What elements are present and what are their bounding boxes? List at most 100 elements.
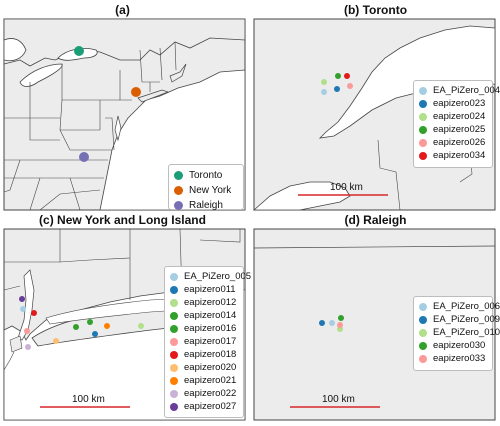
- legend-item: eapizero033: [419, 352, 486, 365]
- legend-label: eapizero034: [433, 150, 486, 161]
- sensor-ea-pizero-004: [321, 89, 327, 95]
- legend-item: EA_PiZero_006: [419, 300, 500, 313]
- legend-label: eapizero027: [184, 401, 237, 412]
- legend-swatch: [419, 151, 427, 160]
- sensor-ea-pizero-009: [319, 320, 325, 326]
- legend-swatch: [174, 186, 183, 195]
- legend-label: EA_PiZero_010: [433, 327, 500, 338]
- legend-swatch: [419, 112, 427, 121]
- legend-swatch: [170, 285, 178, 294]
- legend-item: Toronto: [174, 168, 237, 183]
- legend-item: New York: [174, 183, 237, 198]
- legend-label: eapizero017: [184, 336, 237, 347]
- panel-a-legend: Toronto New York Raleigh: [168, 164, 244, 213]
- legend-label: Toronto: [189, 170, 223, 181]
- legend-item: eapizero027: [170, 400, 237, 413]
- legend-swatch: [170, 363, 178, 372]
- panel-c-legend: EA_PiZero_005 eapizero011 eapizero012 ea…: [164, 266, 251, 418]
- legend-swatch: [419, 125, 427, 134]
- legend-swatch: [174, 201, 183, 210]
- legend-label: eapizero033: [433, 353, 486, 364]
- legend-item: eapizero026: [419, 136, 486, 149]
- city-marker-toronto: [74, 46, 84, 56]
- scale-bar-label: 100 km: [322, 394, 355, 405]
- sensor-eapizero034: [344, 73, 350, 79]
- sensor-eapizero025: [335, 73, 341, 79]
- sensor-eapizero033: [337, 322, 343, 328]
- legend-swatch: [419, 354, 427, 363]
- legend-swatch: [419, 138, 427, 147]
- legend-item: eapizero012: [170, 296, 237, 309]
- legend-swatch: [174, 171, 183, 180]
- city-marker-raleigh: [79, 152, 89, 162]
- sensor-eapizero014: [87, 319, 93, 325]
- scale-bar-label: 100 km: [330, 182, 363, 193]
- legend-item: eapizero011: [170, 283, 237, 296]
- legend-label: eapizero025: [433, 124, 486, 135]
- panel-b-legend: EA_PiZero_004 eapizero023 eapizero024 ea…: [413, 80, 500, 168]
- sensor-eapizero024: [321, 79, 327, 85]
- sensor-eapizero021: [104, 323, 110, 329]
- sensor-eapizero023: [334, 86, 340, 92]
- legend-item: eapizero016: [170, 322, 237, 335]
- sensor-eapizero017: [24, 328, 30, 334]
- legend-label: eapizero026: [433, 137, 486, 148]
- legend-item: eapizero034: [419, 149, 486, 162]
- legend-item: eapizero023: [419, 97, 486, 110]
- legend-item: Raleigh: [174, 198, 237, 213]
- legend-label: eapizero022: [184, 388, 237, 399]
- legend-label: New York: [189, 185, 232, 196]
- legend-label: eapizero023: [433, 98, 486, 109]
- legend-label: eapizero018: [184, 349, 237, 360]
- panel-d-title: (d) Raleigh: [344, 213, 407, 227]
- legend-item: eapizero017: [170, 335, 237, 348]
- legend-swatch: [170, 389, 178, 398]
- legend-item: EA_PiZero_009: [419, 313, 500, 326]
- panel-c-title: (c) New York and Long Island: [39, 213, 206, 227]
- legend-swatch: [170, 272, 178, 281]
- legend-label: EA_PiZero_009: [433, 314, 500, 325]
- legend-label: eapizero011: [184, 284, 236, 295]
- legend-label: eapizero021: [184, 375, 237, 386]
- legend-label: eapizero016: [184, 323, 237, 334]
- scale-bar-label: 100 km: [72, 394, 105, 405]
- legend-swatch: [170, 402, 178, 411]
- legend-item: EA_PiZero_005: [170, 270, 251, 283]
- sensor-ea-pizero-006: [329, 320, 335, 326]
- legend-swatch: [170, 337, 178, 346]
- legend-swatch: [419, 86, 427, 95]
- legend-label: EA_PiZero_006: [433, 301, 500, 312]
- legend-swatch: [419, 315, 427, 324]
- sensor-eapizero030: [338, 315, 344, 321]
- panel-b-title: (b) Toronto: [343, 3, 408, 17]
- legend-item: EA_PiZero_010: [419, 326, 500, 339]
- panel-d-legend: EA_PiZero_006 EA_PiZero_009 EA_PiZero_01…: [413, 296, 500, 371]
- legend-swatch: [170, 324, 178, 333]
- sensor-ea-pizero-005: [20, 306, 26, 312]
- sensor-eapizero020: [53, 338, 59, 344]
- panel-a-title: (a): [115, 3, 130, 17]
- legend-item: eapizero018: [170, 348, 237, 361]
- city-marker-new-york: [131, 87, 141, 97]
- legend-swatch: [170, 298, 178, 307]
- legend-label: eapizero030: [433, 340, 486, 351]
- legend-label: eapizero012: [184, 297, 237, 308]
- legend-item: eapizero024: [419, 110, 486, 123]
- sensor-eapizero022: [25, 344, 31, 350]
- legend-item: eapizero021: [170, 374, 237, 387]
- legend-swatch: [170, 350, 178, 359]
- sensor-eapizero027: [19, 296, 25, 302]
- legend-swatch: [419, 341, 427, 350]
- legend-swatch: [419, 302, 427, 311]
- legend-swatch: [170, 376, 178, 385]
- sensor-eapizero026: [347, 83, 353, 89]
- legend-item: eapizero014: [170, 309, 237, 322]
- legend-label: EA_PiZero_005: [184, 271, 252, 282]
- legend-item: eapizero030: [419, 339, 486, 352]
- legend-label: Raleigh: [189, 200, 223, 211]
- legend-swatch: [419, 328, 427, 337]
- legend-label: eapizero014: [184, 310, 237, 321]
- legend-swatch: [419, 99, 427, 108]
- legend-label: eapizero020: [184, 362, 237, 373]
- sensor-eapizero018: [31, 310, 37, 316]
